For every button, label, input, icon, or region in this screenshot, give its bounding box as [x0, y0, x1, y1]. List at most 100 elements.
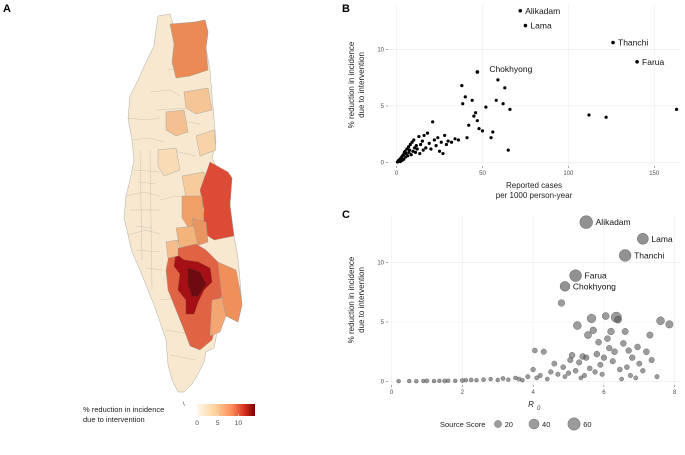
- plot-area: [388, 215, 680, 385]
- data-point: [599, 371, 605, 377]
- data-point: [468, 377, 474, 383]
- size-legend-swatch: [567, 417, 581, 431]
- map-legend-tick-label: 5: [216, 420, 220, 427]
- data-point: [604, 335, 611, 342]
- data-point: [619, 376, 624, 382]
- map-region-tan-2: [165, 109, 189, 137]
- y-axis-title-line1: % reduction in incidence: [347, 256, 356, 343]
- data-point: [530, 366, 536, 373]
- data-point: [488, 376, 493, 382]
- data-point: [572, 368, 579, 374]
- data-point: [633, 375, 639, 381]
- data-point: [578, 375, 584, 381]
- data-point: [418, 151, 422, 156]
- data-point: [420, 139, 424, 143]
- data-point: [409, 153, 413, 157]
- data-point: [415, 147, 419, 151]
- data-point: [407, 148, 412, 152]
- data-point: [617, 366, 623, 373]
- data-point: [601, 312, 610, 320]
- data-point: [595, 339, 602, 346]
- data-point: [636, 360, 643, 367]
- data-point: [491, 130, 495, 134]
- map-legend-title-1: % reduction in incidence: [83, 405, 164, 414]
- data-point: [474, 111, 478, 115]
- data-point: [629, 354, 636, 361]
- data-point: [500, 376, 506, 381]
- map-region-orange-4: [209, 297, 227, 337]
- data-point-farua: [569, 269, 582, 282]
- x-tick-label: 6: [602, 390, 606, 396]
- data-point: [437, 149, 442, 153]
- x-tick-label: 0: [390, 390, 394, 396]
- data-point: [408, 142, 412, 147]
- data-point: [532, 347, 538, 354]
- data-point: [453, 378, 458, 383]
- x-axis-title-line2: per 1000 person-year: [496, 191, 573, 200]
- y-axis-title-line2: due to intervention: [357, 267, 366, 333]
- data-point: [582, 373, 587, 378]
- data-point: [484, 105, 488, 109]
- data-point: [606, 345, 613, 352]
- point-label-alikadam: Alikadam: [525, 6, 560, 16]
- data-point: [414, 144, 418, 148]
- data-point: [472, 114, 476, 118]
- data-point: [444, 142, 448, 147]
- data-point: [592, 369, 598, 375]
- data-point-lama: [523, 23, 528, 28]
- map-scale-mark: \: [183, 402, 185, 408]
- data-point: [609, 358, 616, 365]
- data-point: [506, 148, 510, 152]
- point-label-lama: Lama: [651, 234, 673, 244]
- data-point: [640, 368, 646, 374]
- data-point: [501, 102, 505, 106]
- data-point: [412, 138, 416, 142]
- data-point: [439, 140, 443, 144]
- data-point: [573, 321, 582, 330]
- data-point: [480, 129, 485, 133]
- data-point: [465, 136, 469, 140]
- data-point: [404, 151, 408, 156]
- data-point: [506, 377, 511, 382]
- size-legend-title: Source Score: [440, 420, 485, 429]
- x-tick-label: 8: [673, 390, 677, 396]
- data-point: [475, 119, 479, 123]
- data-point: [449, 140, 454, 144]
- data-point: [646, 331, 654, 339]
- data-point: [625, 347, 632, 354]
- data-point: [540, 348, 547, 355]
- data-point: [434, 144, 438, 148]
- map-legend-title-2: due to intervention: [83, 415, 145, 424]
- y-tick-label: 5: [381, 320, 385, 326]
- data-point: [557, 299, 565, 307]
- data-point: [467, 123, 471, 127]
- data-point: [422, 133, 426, 138]
- y-tick-label: 0: [381, 379, 385, 385]
- y-tick-label: 5: [381, 104, 385, 110]
- x-axis-title-subscript: 0: [537, 406, 541, 412]
- size-legend-label: 40: [542, 420, 550, 429]
- data-point: [545, 376, 550, 382]
- point-label-chokhyong: Chokhyong: [489, 64, 532, 74]
- point-label-lama: Lama: [530, 21, 552, 31]
- data-point: [414, 379, 419, 384]
- data-point-thanchi: [611, 40, 615, 45]
- size-legend-label: 20: [505, 420, 513, 429]
- data-point: [656, 316, 665, 325]
- map-legend: % reduction in incidence due to interven…: [83, 404, 255, 427]
- data-point: [628, 373, 633, 378]
- map-legend-tick-label: 0: [195, 420, 199, 427]
- x-tick-label: 50: [479, 171, 486, 177]
- map-region-tan-1: [183, 87, 213, 115]
- point-label-farua: Farua: [585, 271, 607, 281]
- y-tick-label: 10: [377, 261, 384, 267]
- y-axis-title-line1: % reduction in incidence: [347, 41, 356, 128]
- data-point: [600, 354, 607, 361]
- map-legend-tick-label: 10: [235, 420, 243, 427]
- panel-c-label: C: [342, 209, 350, 221]
- map-region-tan-7: [165, 239, 179, 259]
- point-label-chokhyong: Chokhyong: [573, 281, 616, 291]
- data-point: [432, 138, 436, 142]
- data-point: [589, 326, 597, 334]
